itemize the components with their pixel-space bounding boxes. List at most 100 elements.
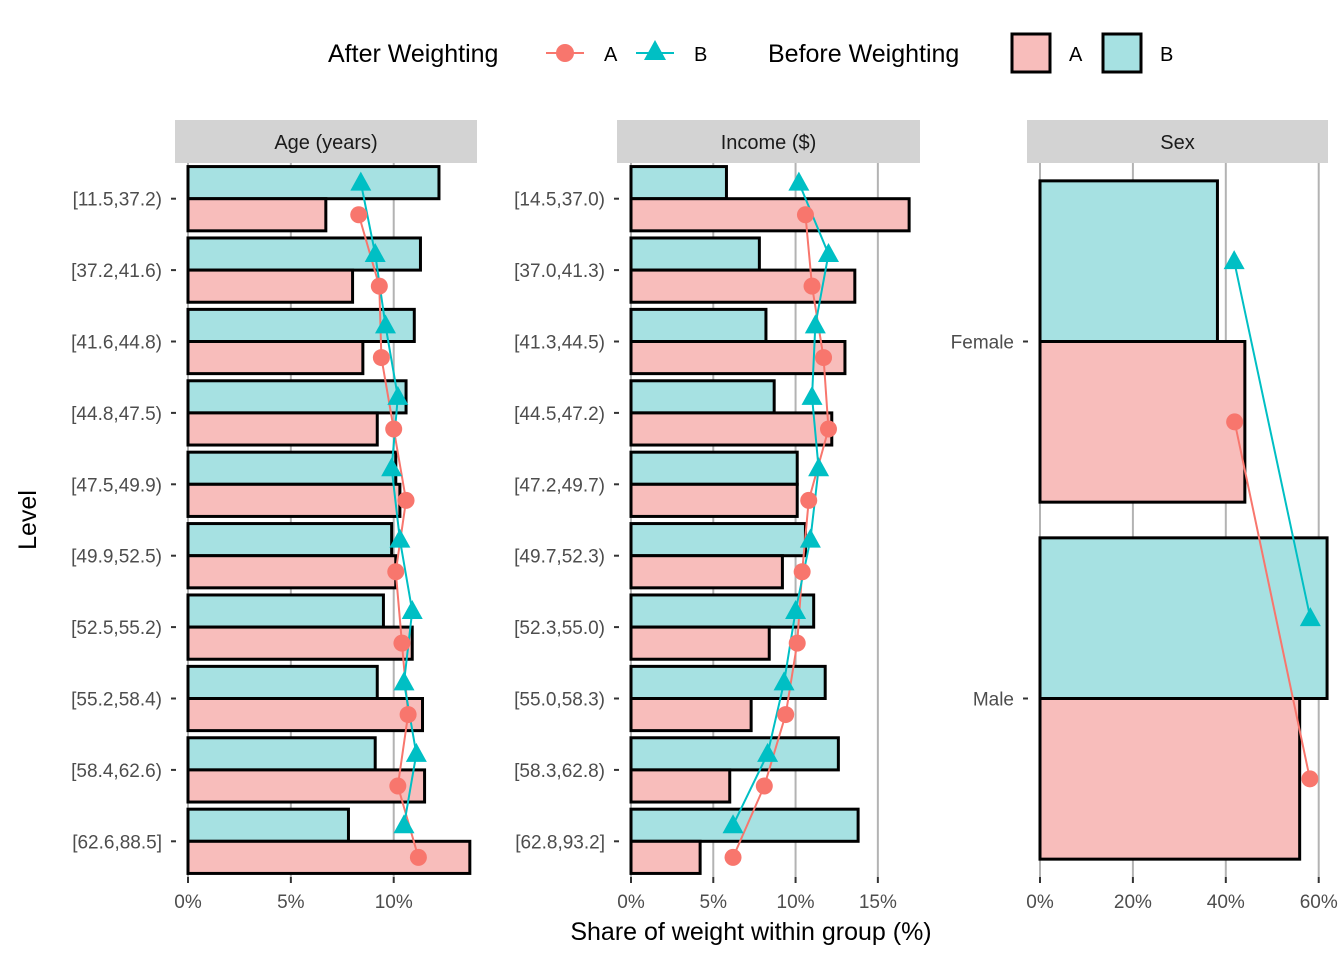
point-after-b (1223, 250, 1245, 270)
x-tick-label: 15% (859, 892, 897, 913)
bar-before-a (186, 340, 365, 376)
x-tick-label: 40% (1207, 892, 1245, 913)
y-tick-label: [11.5,37.2) (73, 190, 162, 211)
y-tick-label: [37.0,41.3) (514, 261, 605, 282)
x-tick-label: 0% (617, 892, 645, 913)
bar-before-b (629, 379, 776, 415)
point-after-b (393, 671, 415, 691)
bar-before-a (629, 697, 753, 733)
y-tick-label: [41.6,44.8) (71, 333, 162, 354)
legend-key-before-a (1010, 32, 1052, 74)
line-after-b (1233, 260, 1312, 619)
bar-before-b (1038, 179, 1219, 343)
panel-2: Income ($) [14.5,37.0) [37.0,41.3) [41.3,44… (514, 120, 920, 913)
legend-key-before-b (1101, 32, 1143, 74)
y-tick-label: [44.8,47.5) (71, 404, 162, 425)
bar-before-b (186, 807, 350, 843)
y-tick-label: [49.9,52.5) (71, 547, 162, 568)
bar-before-b (629, 593, 816, 629)
point-after-b (817, 243, 839, 263)
point-after-b (364, 243, 386, 263)
y-tick-label: [37.2,41.6) (71, 261, 162, 282)
point-after-b (773, 671, 795, 691)
point-after-a (385, 420, 403, 438)
bar-before-a (629, 411, 834, 447)
point-after-a (350, 206, 368, 224)
bar-before-b (629, 307, 768, 343)
legend-point-after-a (556, 44, 574, 62)
point-after-b (381, 457, 403, 477)
x-tick-label: 10% (777, 892, 815, 913)
bar-before-b (1038, 536, 1329, 700)
bar-before-a (186, 268, 355, 304)
x-tick-label: 60% (1300, 892, 1338, 913)
panel-1: Age (years) [11.5,37.2) [37.2,41.6) [41.6,4… (71, 120, 477, 913)
point-after-b (785, 600, 807, 620)
panel-3: Sex Female Male 0% 20% 40% 60% (951, 120, 1338, 913)
x-tick-label: 0% (174, 892, 202, 913)
y-axis-title: Level (14, 490, 42, 550)
point-after-a (793, 563, 811, 581)
bar-before-a (1038, 340, 1247, 504)
legend-title-before: Before Weighting (768, 40, 959, 68)
bar-before-b (186, 593, 385, 629)
bar-before-a (1038, 697, 1302, 861)
bar-before-a (629, 197, 911, 233)
facet-strip-title: Age (years) (274, 132, 377, 154)
point-after-a (393, 634, 411, 652)
point-after-b (374, 314, 396, 334)
point-after-a (387, 563, 405, 581)
bar-before-a (186, 697, 425, 733)
bar-before-a (186, 411, 379, 447)
facet-strip (1027, 120, 1328, 163)
bar-before-a (186, 839, 472, 875)
point-after-a (370, 277, 388, 295)
point-after-a (815, 349, 833, 367)
point-after-a (788, 634, 806, 652)
x-tick-label: 5% (700, 892, 728, 913)
legend-key-after-a (546, 44, 584, 62)
bar-before-b (186, 664, 379, 700)
bar-before-b (186, 522, 394, 558)
legend-label-after-a: A (604, 44, 618, 66)
point-after-a (397, 491, 415, 509)
y-tick-label: [47.2,49.7) (514, 475, 605, 496)
point-after-a (1226, 413, 1244, 431)
bar-before-b (629, 236, 761, 272)
point-after-a (724, 848, 742, 866)
point-after-b (788, 171, 810, 191)
point-after-b (801, 385, 823, 405)
y-tick-label: Male (973, 690, 1014, 711)
x-axis-title: Share of weight within group (%) (570, 918, 931, 946)
bar-before-a (629, 768, 732, 804)
bar-before-b (186, 450, 398, 486)
facet-strip (617, 120, 920, 163)
point-after-b (808, 457, 830, 477)
point-after-a (372, 349, 390, 367)
bar-before-b (629, 450, 799, 486)
point-after-a (1301, 770, 1319, 788)
bar-before-b (186, 736, 377, 772)
y-tick-label: [58.4,62.6) (71, 761, 162, 782)
facet-strip-title: Sex (1160, 132, 1194, 154)
bar-before-a (629, 482, 799, 518)
line-after-a (1233, 421, 1311, 780)
point-after-a (399, 706, 417, 724)
point-after-b (350, 171, 372, 191)
point-after-a (755, 777, 773, 795)
legend-label-after-b: B (694, 44, 707, 66)
y-tick-label: [44.5,47.2) (514, 404, 605, 425)
bar-before-b (629, 522, 807, 558)
legend-point-after-b (644, 40, 666, 60)
bar-before-a (629, 839, 702, 875)
bar-before-b (186, 236, 422, 272)
bar-before-b (629, 664, 827, 700)
point-after-a (409, 848, 427, 866)
point-after-b (757, 742, 779, 762)
bar-before-a (186, 197, 328, 233)
legend-key-after-b (636, 40, 674, 60)
bar-before-a (629, 625, 771, 661)
bar-before-a (629, 340, 847, 376)
point-after-a (389, 777, 407, 795)
point-after-a (777, 706, 795, 724)
